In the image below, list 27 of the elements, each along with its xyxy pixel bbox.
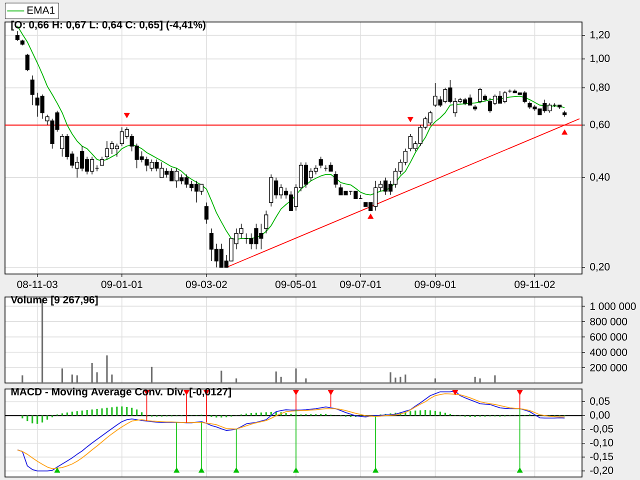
y-tick-label: 0,05 bbox=[590, 397, 610, 406]
y-tick-label: -0,15 bbox=[590, 452, 614, 462]
y-tick-label: 1,20 bbox=[590, 31, 610, 40]
y-tick-label: 0,20 bbox=[590, 263, 610, 272]
x-tick-label: 09-11-02 bbox=[514, 280, 555, 288]
chart-title: [O: 0,66 H: 0,67 L: 0,64 C: 0,65] (-4,41%) bbox=[11, 20, 206, 30]
legend-label: EMA1 bbox=[27, 6, 55, 14]
y-tick-label: -0,05 bbox=[590, 425, 614, 434]
x-tick-label: 09-01-01 bbox=[101, 280, 142, 288]
y-tick-label: 0,00 bbox=[590, 411, 610, 420]
y-tick-label: 0,60 bbox=[590, 120, 610, 130]
y-tick-label: -0,20 bbox=[590, 466, 614, 476]
x-tick-label: 08-11-03 bbox=[17, 280, 58, 288]
x-tick-label: 09-09-01 bbox=[414, 280, 456, 288]
y-tick-label: 0,80 bbox=[590, 84, 610, 92]
y-tick-label: 0,40 bbox=[590, 173, 610, 182]
y-tick-label: 600 000 bbox=[590, 333, 628, 341]
y-tick-label: 1,00 bbox=[590, 54, 610, 64]
chart-title: Volume [9 267,96] bbox=[10, 296, 98, 306]
y-tick-label: 200 000 bbox=[590, 364, 628, 372]
y-tick-label: 400 000 bbox=[590, 348, 628, 356]
y-tick-label: 1 000 000 bbox=[590, 302, 636, 310]
y-tick-label: -0,10 bbox=[590, 438, 614, 448]
x-tick-label: 09-05-01 bbox=[275, 280, 316, 288]
x-tick-label: 09-07-01 bbox=[340, 280, 382, 288]
x-tick-label: 09-03-02 bbox=[186, 280, 227, 288]
y-tick-label: 800 000 bbox=[590, 318, 628, 326]
